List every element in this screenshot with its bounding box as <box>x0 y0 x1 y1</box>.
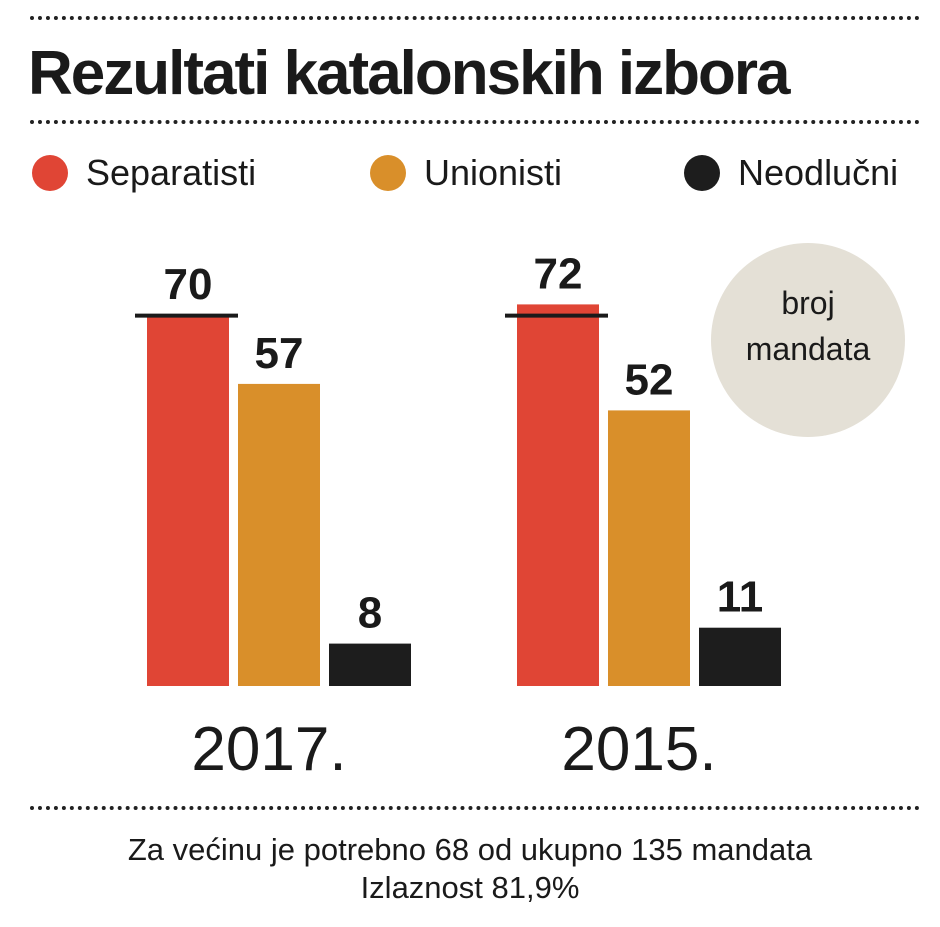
legend-item-unionisti: Unionisti <box>370 152 562 194</box>
badge-circle <box>711 243 905 437</box>
footer-turnout: Izlaznost 81,9% <box>360 870 580 905</box>
bar-separatisti <box>147 315 229 686</box>
data-label: 57 <box>255 329 304 378</box>
data-label: 72 <box>534 249 583 298</box>
legend-item-separatisti: Separatisti <box>32 152 256 194</box>
bar-neodlučni <box>329 643 411 686</box>
badge-line1: broj <box>781 285 834 321</box>
bar-unionisti <box>238 383 320 686</box>
data-label: 52 <box>625 355 674 404</box>
bar-unionisti <box>608 410 690 686</box>
legend-swatch <box>370 155 406 191</box>
bar-separatisti <box>517 304 599 686</box>
legend-label: Separatisti <box>86 152 257 193</box>
legend-item-neodlucni: Neodlučni <box>684 152 898 194</box>
legend-swatch <box>32 155 68 191</box>
x-tick-label: 2017. <box>191 715 346 784</box>
badge-line2: mandata <box>746 331 871 367</box>
legend-label: Neodlučni <box>738 152 899 193</box>
footer-note: Za većinu je potrebno 68 od ukupno 135 m… <box>127 832 813 867</box>
divider <box>30 806 920 810</box>
legend-swatch <box>684 155 720 191</box>
divider <box>30 120 920 124</box>
data-label: 8 <box>358 589 382 638</box>
data-label: 70 <box>164 260 213 309</box>
legend-label: Unionisti <box>424 152 563 193</box>
x-tick-label: 2015. <box>561 715 716 784</box>
divider <box>30 16 920 20</box>
data-label: 11 <box>717 573 764 622</box>
chart-title: Rezultati katalonskih izbora <box>28 39 791 108</box>
bar-neodlučni <box>699 627 781 686</box>
